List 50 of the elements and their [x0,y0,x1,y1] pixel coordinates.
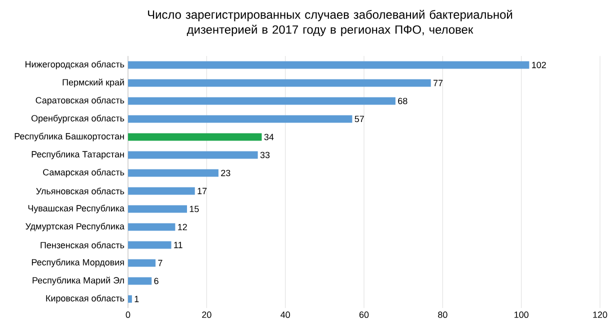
y-tick-label: Республика Татарстан [32,150,124,160]
data-label: 33 [260,152,270,158]
y-tick-label: Пензенская область [40,242,124,248]
data-label: 102 [532,62,546,68]
data-label: 23 [221,170,230,176]
bar [128,169,218,177]
y-tick-label: Республика Башкортостан [14,132,124,142]
data-label: 12 [178,224,187,230]
bar [128,97,396,105]
y-tick-label: Республика Мордовия [32,258,124,268]
y-tick-label: Пермский край [62,78,124,88]
y-tick-label: Оренбургская область [31,114,124,124]
bar [128,187,195,195]
bar [128,115,352,123]
data-label: 7 [158,260,162,266]
bar [128,151,258,159]
x-tick-label: 0 [126,312,130,318]
bar [128,259,156,267]
data-label: 68 [398,98,408,104]
bar [128,79,431,87]
bar [128,133,262,141]
x-tick-label: 40 [280,312,290,318]
bar [128,61,530,69]
data-label: 15 [190,206,199,212]
bar [128,205,187,213]
x-tick-label: 120 [593,312,608,318]
x-tick-label: 20 [202,312,212,318]
x-tick-label: 80 [438,312,448,318]
data-label: 1 [134,296,139,302]
bar [128,277,152,285]
y-tick-label: Саратовская область [36,96,124,106]
y-tick-label: Ульяновская область [36,188,124,194]
bar [128,223,176,231]
y-tick-label: Самарская область [43,168,124,178]
y-tick-label: Кировская область [46,294,124,304]
chart-title: Число зарегистрированных случаев заболеваний бактериальной дизентерией в 2017 году в регионах ПФО, человек [148,10,512,36]
data-label: 77 [434,80,443,86]
y-tick-label: Республика Марий Эл [32,276,124,286]
data-label: 11 [174,242,182,248]
data-label: 57 [354,116,364,122]
y-tick-label: Чувашская Республика [28,204,124,214]
bar [128,295,132,303]
y-tick-label: Удмуртская Республика [26,222,124,232]
y-tick-label: Нижегородская область [26,60,124,70]
data-label: 34 [264,134,274,140]
bar [128,241,172,249]
data-label: 6 [154,278,158,284]
x-tick-label: 60 [359,312,369,318]
data-label: 17 [198,188,207,194]
x-tick-label: 100 [514,312,528,318]
